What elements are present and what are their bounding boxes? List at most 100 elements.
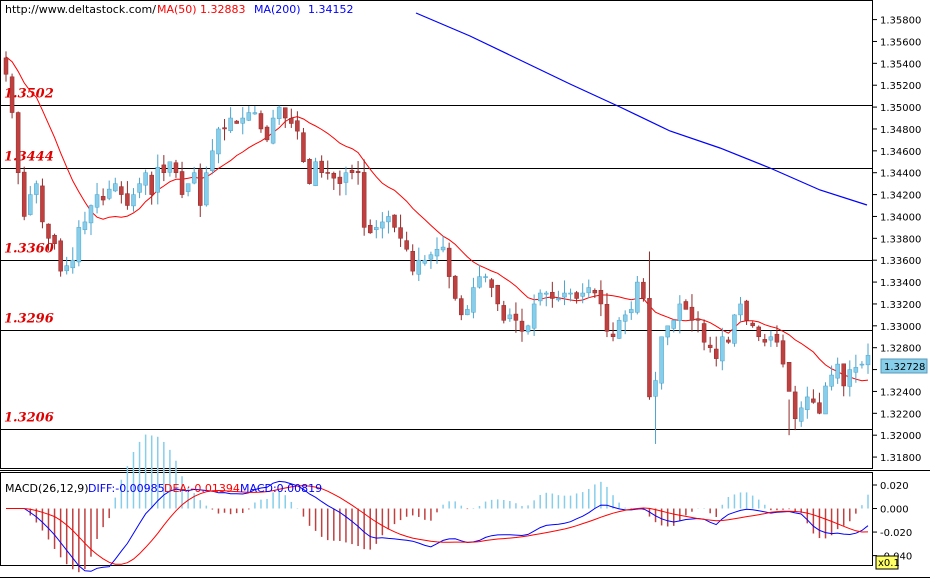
candle-body [841, 363, 846, 387]
candle-body [64, 265, 69, 272]
candle-body [119, 186, 124, 195]
candle-body [295, 120, 300, 132]
candle-body [701, 323, 707, 343]
candle-body [550, 291, 555, 299]
ma200-label: MA(200) [254, 3, 301, 16]
candle-body [574, 292, 579, 299]
candle-body [513, 313, 519, 321]
price-tick-label: 1.35600 [880, 37, 921, 48]
current-price-box [880, 358, 928, 374]
candle-body [331, 172, 337, 179]
candle-body [106, 188, 112, 199]
price-tick-label: 1.35400 [880, 59, 921, 70]
site-url: http://www.deltastock.com/ [5, 3, 156, 16]
candle-body [768, 336, 774, 341]
candle-body [355, 171, 361, 173]
candle-body [276, 106, 282, 119]
candle-body [798, 407, 804, 422]
candle-body [58, 240, 63, 272]
candle-body [82, 221, 88, 230]
candle-body [76, 227, 82, 263]
candle-body [471, 287, 476, 313]
candle-body [671, 320, 676, 329]
candle-body [762, 339, 768, 343]
candle-body [501, 305, 507, 321]
candle-body [240, 117, 245, 124]
candle-body [629, 309, 634, 314]
candle-body [349, 169, 355, 173]
candle-body [367, 224, 373, 234]
candle-body [380, 221, 385, 229]
candle-body [677, 303, 683, 322]
candle-body [131, 194, 136, 207]
candle-body [489, 279, 494, 288]
candle-body [659, 336, 664, 384]
candle-body [361, 172, 367, 228]
candle-body [786, 362, 792, 392]
candle-body [859, 363, 865, 366]
candle-body [46, 223, 51, 239]
macd-indicator [6, 434, 869, 573]
candle-body [167, 161, 173, 173]
candle-body [191, 172, 197, 184]
candle-body [452, 275, 458, 299]
price-tick-label: 1.33000 [880, 322, 921, 333]
candle-body [264, 126, 270, 141]
candle-body [835, 363, 840, 379]
price-tick-label: 1.34400 [880, 169, 921, 180]
zoom-box[interactable] [875, 555, 899, 570]
price-tick-label: 1.32200 [880, 409, 921, 420]
candle-body [3, 57, 9, 75]
candle-body [459, 298, 464, 316]
price-tick-label: 1.32800 [880, 344, 921, 355]
price-tick-label: 1.32000 [880, 431, 921, 442]
price-tick-label: 1.34000 [880, 212, 921, 223]
macd-macd: MACD:0.00819 [240, 482, 322, 495]
candle-body [398, 227, 403, 239]
candle-body [40, 185, 45, 223]
level-label: 1.3444 [4, 150, 54, 165]
price-tick-label: 1.33400 [880, 278, 921, 289]
candle-body [270, 117, 276, 144]
candle-body [52, 234, 57, 245]
candle-body [610, 333, 616, 338]
candle-body [537, 292, 543, 302]
candle-body [580, 292, 585, 297]
candle-body [641, 281, 646, 299]
price-tick-label: 1.31800 [880, 453, 921, 464]
candle-body [586, 287, 592, 294]
candle-body [234, 120, 239, 124]
candle-body [313, 161, 318, 186]
candle-body [70, 259, 76, 269]
candle-body [9, 76, 15, 113]
candle-body [143, 172, 148, 186]
zoom-label[interactable]: x0.1 [878, 558, 900, 569]
price-tick-label: 1.34600 [880, 147, 921, 158]
ma200-line [415, 12, 868, 206]
candle-body [404, 240, 409, 250]
candle-body [568, 292, 573, 295]
price-axis: 1.35800 1.35600 1.35400 1.35200 1.35000 1.348… [872, 16, 921, 464]
ma50-label: MA(50) [157, 3, 197, 16]
candle-body [246, 112, 252, 121]
candle-body [622, 314, 628, 322]
candle-body [94, 194, 100, 208]
macd-tick-label: -0.020 [880, 528, 912, 539]
main-plot-frame [0, 0, 873, 469]
ma200-value: 1.34152 [308, 3, 354, 16]
candle-body [161, 164, 167, 173]
price-tick-label: 1.34800 [880, 125, 921, 136]
candle-body [604, 304, 610, 332]
candle-body [434, 249, 440, 257]
candle-body [125, 193, 130, 206]
candle-body [811, 398, 816, 403]
candle-body [774, 333, 780, 343]
candle-body [477, 276, 482, 288]
candle-body [34, 183, 39, 195]
candle-body [695, 318, 701, 321]
ma50-value: 1.32883 [200, 3, 246, 16]
candle-body [325, 172, 330, 174]
